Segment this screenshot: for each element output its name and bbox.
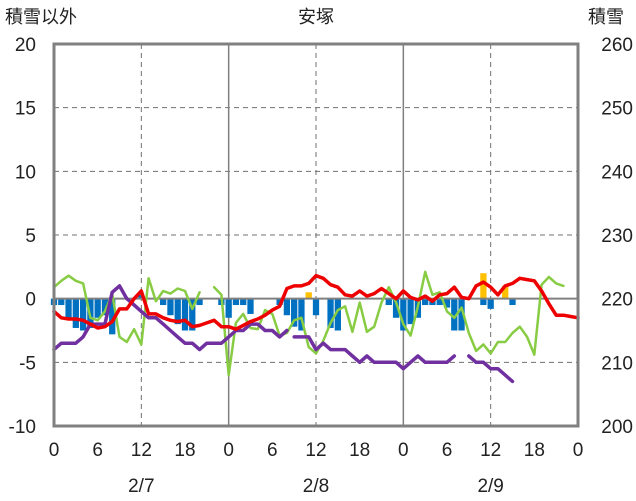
x-tick-label: 12 [480,440,501,461]
precip-bar [79,298,87,331]
bars [50,273,516,335]
left-tick-label: 15 [15,99,36,120]
snow-depth-line [467,354,515,384]
precip-bar [240,298,247,306]
x-tick-label: 12 [305,440,326,461]
precip-bar [392,298,400,318]
precip-bar [94,298,101,318]
left-tick-label: 10 [15,162,36,183]
left-axis-ticks: 20 15 10 5 0 -5 -10 [9,35,36,438]
right-tick-label: 200 [601,417,633,438]
snowfall-bar [502,285,509,299]
x-tick-label: 18 [349,440,370,461]
precip-bar [109,298,116,335]
precip-bar [189,298,196,331]
precip-bar [232,298,240,306]
x-tick-label: 0 [223,440,234,461]
left-tick-label: 0 [25,290,36,311]
precip-bar [509,298,516,306]
x-tick-label: 6 [442,440,453,461]
precip-bar [327,298,334,328]
precip-bar [422,298,429,306]
left-tick-label: 20 [15,35,36,56]
x-axis-ticks: 0 6 12 18 0 6 12 18 0 6 12 18 0 [49,440,584,461]
left-tick-label: -5 [19,353,36,374]
precip-bar [160,298,167,306]
humidity-line [212,270,565,377]
humidity-line [52,274,201,346]
date-label: 2/9 [477,476,503,497]
precip-bar [312,298,320,316]
x-tick-label: 0 [573,440,584,461]
left-tick-label: 5 [25,226,36,247]
left-axis-title: 積雪以外 [5,7,77,27]
precip-bar [247,298,254,314]
right-tick-label: 210 [601,353,633,374]
precip-bar [480,298,487,306]
x-tick-label: 0 [49,440,60,461]
right-tick-label: 240 [601,162,633,183]
precip-bar [65,298,72,318]
precip-bar [451,298,458,331]
x-tick-label: 18 [524,440,545,461]
precip-bar [407,298,414,325]
precip-bar [298,298,305,331]
snowfall-bar [480,273,487,299]
right-tick-label: 220 [601,290,633,311]
date-label: 2/7 [128,476,154,497]
precip-bar [283,298,291,316]
series-lines [52,270,580,384]
precip-bar [101,298,109,316]
precip-bar [196,298,203,306]
snow-depth-line [292,335,457,371]
right-axis-title: 積雪 [588,7,624,27]
precip-bar [72,298,79,328]
left-tick-label: -10 [9,417,36,438]
x-tick-label: 6 [92,440,103,461]
snowfall-bar [305,292,312,299]
x-tick-label: 18 [174,440,195,461]
right-tick-label: 260 [601,35,633,56]
precip-bar [58,298,65,306]
x-tick-label: 0 [398,440,409,461]
date-labels: 2/7 2/8 2/9 [128,476,504,497]
precip-bar [291,298,298,327]
precip-bar [181,298,189,331]
precip-bar [400,298,407,331]
precip-bar [167,298,174,316]
date-label: 2/8 [303,476,329,497]
temperature-line [52,273,580,331]
precip-bar [436,298,443,306]
precip-bar [487,298,494,309]
right-tick-label: 230 [601,226,633,247]
plot-frame [52,42,580,428]
precip-bar [385,298,392,306]
precip-bar [443,298,451,308]
x-tick-label: 12 [131,440,152,461]
precip-bar [334,298,341,331]
right-tick-label: 250 [601,99,633,120]
chart-title: 安塚 [298,7,334,27]
right-axis-ticks: 260 250 240 230 220 210 200 [601,35,633,438]
precip-bar [174,298,181,325]
precip-bar [458,298,465,331]
precip-bar [225,298,232,318]
x-tick-label: 6 [267,440,278,461]
